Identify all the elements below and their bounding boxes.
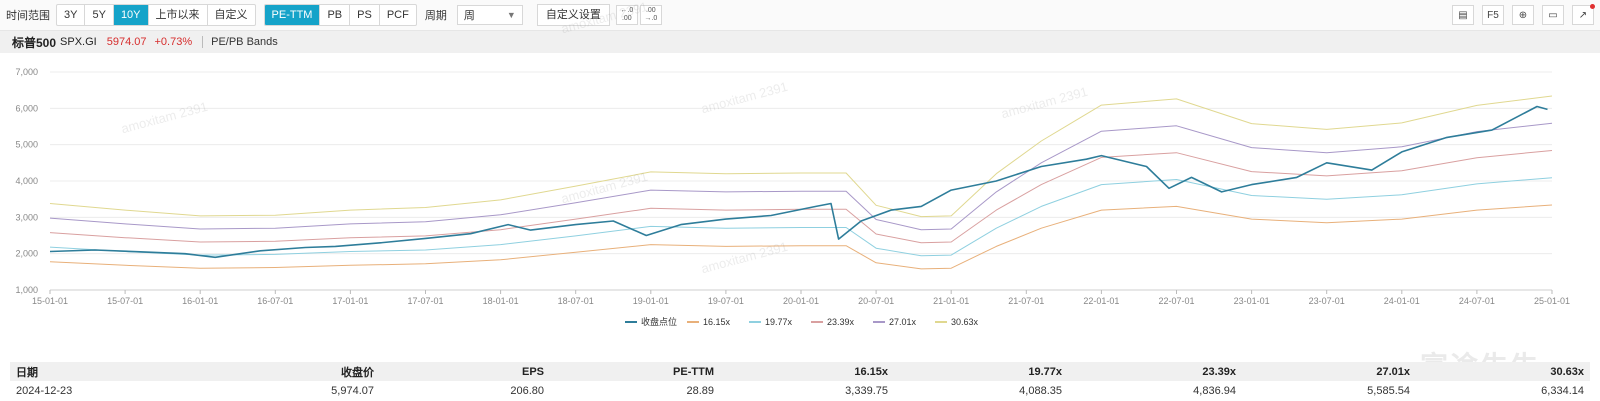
table-cell: 5,974.07	[331, 384, 374, 397]
legend-label: 16.15x	[703, 317, 731, 327]
range-3y-button[interactable]: 3Y	[57, 5, 86, 25]
series-line	[49, 204, 1553, 270]
index-change: +0.73%	[154, 36, 193, 48]
x-tick-label: 24-07-01	[1459, 296, 1495, 306]
y-tick-label: 3,000	[15, 212, 38, 222]
table-header-cell: 30.63x	[1550, 365, 1584, 378]
header-divider	[202, 36, 204, 48]
index-code: SPX.GI	[60, 36, 97, 48]
table-row: 2024-12-23 5,974.07 206.80 28.89 3,339.7…	[10, 381, 1590, 400]
y-tick-label: 7,000	[15, 67, 38, 77]
table-cell: 3,339.75	[845, 384, 888, 397]
range-5y-button[interactable]: 5Y	[85, 5, 114, 25]
x-tick-label: 18-01-01	[483, 296, 519, 306]
y-tick-label: 2,000	[15, 249, 38, 259]
custom-settings-button[interactable]: 自定义设置	[536, 4, 610, 26]
table-header-cell: EPS	[521, 365, 544, 378]
x-tick-label: 16-01-01	[182, 296, 218, 306]
series-line	[49, 177, 1553, 257]
x-tick-label: 21-07-01	[1008, 296, 1044, 306]
x-tick-label: 23-07-01	[1309, 296, 1345, 306]
table-cell: 6,334.14	[1541, 384, 1584, 397]
table-header-cell: 16.15x	[854, 365, 888, 378]
legend-label: 27.01x	[889, 317, 917, 327]
x-tick-label: 16-07-01	[257, 296, 293, 306]
x-tick-label: 17-01-01	[332, 296, 368, 306]
table-header-cell: 23.39x	[1202, 365, 1236, 378]
x-tick-label: 22-01-01	[1083, 296, 1119, 306]
table-cell: 206.80	[510, 384, 544, 397]
table-cell: 28.89	[686, 384, 714, 397]
metric-pb-button[interactable]: PB	[320, 5, 351, 25]
series-line	[49, 150, 1553, 244]
chart-svg: 1,000 2,000 3,000 4,000 5,000 6,000 7,000 15-01…	[15, 67, 1570, 327]
x-tick-label: 18-07-01	[558, 296, 594, 306]
range-10y-button[interactable]: 10Y	[113, 5, 149, 25]
y-tick-label: 6,000	[15, 103, 38, 113]
share-icon[interactable]: ↗	[1572, 4, 1595, 25]
table-header-cell: 19.77x	[1028, 365, 1062, 378]
legend-label: 收盘点位	[641, 316, 677, 327]
x-tick-label: 21-01-01	[933, 296, 969, 306]
x-tick-label: 17-07-01	[407, 296, 443, 306]
x-tick-label: 23-01-01	[1234, 296, 1270, 306]
period-select[interactable]: 周 ▼	[456, 5, 523, 25]
table-cell: 4,836.94	[1193, 384, 1236, 397]
x-tick-label: 20-07-01	[858, 296, 894, 306]
period-label: 周期	[424, 10, 447, 22]
pe-band-chart[interactable]: 1,000 2,000 3,000 4,000 5,000 6,000 7,000 15-01…	[0, 60, 1600, 350]
range-custom-button[interactable]: 自定义	[214, 9, 248, 21]
x-tick-label: 19-07-01	[708, 296, 744, 306]
period-select-value: 周	[463, 10, 475, 22]
metric-pe-ttm-button[interactable]: PE-TTM	[264, 5, 321, 25]
x-tick-label: 19-01-01	[633, 296, 669, 306]
table-header-cell: 收盘价	[341, 366, 374, 379]
x-tick-label: 24-01-01	[1384, 296, 1420, 306]
increase-decimal-icon[interactable]: .00 →.0	[639, 5, 662, 25]
decrease-decimal-icon[interactable]: ←.0.00	[615, 5, 638, 25]
legend-label: 30.63x	[951, 317, 979, 327]
metric-pcf-button[interactable]: PCF	[386, 9, 409, 21]
x-tick-label: 25-01-01	[1534, 296, 1570, 306]
f5-button[interactable]: F5	[1482, 5, 1504, 25]
legend-label: 19.77x	[765, 317, 793, 327]
stock-header: 标普500 SPX.GI 5974.07 +0.73% PE/PB Bands	[0, 31, 1600, 53]
chevron-down-icon: ▼	[506, 10, 516, 20]
y-tick-label: 1,000	[15, 285, 38, 295]
x-tick-label: 15-07-01	[107, 296, 143, 306]
x-tick-label: 22-07-01	[1158, 296, 1194, 306]
range-label: 时间范围	[6, 10, 50, 22]
range-since-listing-button[interactable]: 上市以来	[149, 5, 208, 25]
index-price: 5974.07	[106, 36, 147, 48]
table-cell: 4,088.35	[1019, 384, 1062, 397]
y-tick-label: 4,000	[15, 176, 38, 186]
table-cell: 2024-12-23	[16, 384, 73, 397]
y-tick-label: 5,000	[15, 140, 38, 150]
export-icon[interactable]: ▤	[1452, 5, 1474, 25]
table-header-cell: 27.01x	[1376, 365, 1410, 378]
right-tools: ▤ F5 ⊕ ▭ ↗	[1452, 4, 1595, 25]
add-icon[interactable]: ⊕	[1512, 5, 1534, 25]
toolbar: 时间范围 3Y 5Y 10Y 上市以来 自定义 PE-TTM PB PS PCF…	[0, 0, 1600, 31]
screen-icon[interactable]: ▭	[1542, 5, 1564, 25]
series-line	[49, 105, 1548, 259]
metric-ps-button[interactable]: PS	[350, 5, 380, 25]
table-cell: 5,585.54	[1367, 384, 1410, 397]
legend-label: 23.39x	[827, 317, 855, 327]
table-header-cell: PE-TTM	[673, 365, 714, 378]
table-header-cell: 日期	[16, 366, 38, 379]
notification-dot	[1590, 4, 1595, 9]
x-tick-label: 15-01-01	[32, 296, 68, 306]
chart-title: PE/PB Bands	[211, 36, 278, 48]
metric-selector: PE-TTM PB PS PCF	[263, 4, 417, 26]
x-tick-label: 20-01-01	[783, 296, 819, 306]
index-name: 标普500	[12, 35, 57, 50]
series-line	[49, 122, 1553, 231]
series-line	[49, 95, 1553, 218]
band-table: 日期 收盘价 EPS PE-TTM 16.15x 19.77x 23.39x 2…	[10, 362, 1590, 400]
table-header-row: 日期 收盘价 EPS PE-TTM 16.15x 19.77x 23.39x 2…	[10, 362, 1590, 381]
range-selector: 3Y 5Y 10Y 上市以来 自定义	[56, 4, 256, 26]
